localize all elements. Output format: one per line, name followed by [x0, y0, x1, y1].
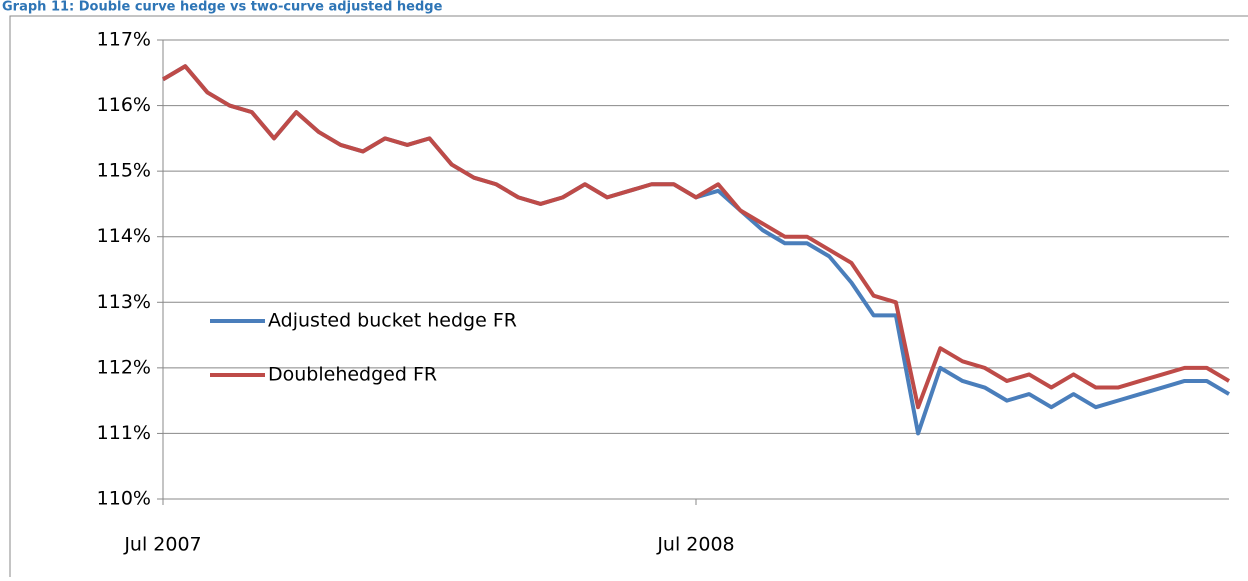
y-tick-label: 111% [97, 422, 151, 444]
y-tick-label: 110% [97, 488, 151, 510]
chart-title: Graph 11: Double curve hedge vs two-curv… [2, 0, 443, 15]
x-tick-label: Jul 2008 [656, 534, 734, 556]
y-tick-label: 115% [97, 160, 151, 182]
y-tick-label: 112% [97, 356, 151, 378]
legend-label: Adjusted bucket hedge FR [268, 310, 517, 332]
legend-label: Doublehedged FR [268, 364, 437, 386]
chart-frame [9, 15, 1248, 581]
x-tick-label: Jul 2007 [123, 534, 201, 556]
series-line [161, 64, 1231, 410]
y-tick-label: 116% [97, 94, 151, 116]
y-tick-label: 114% [97, 225, 151, 247]
y-tick-label: 113% [97, 291, 151, 313]
y-tick-label: 117% [97, 29, 151, 51]
